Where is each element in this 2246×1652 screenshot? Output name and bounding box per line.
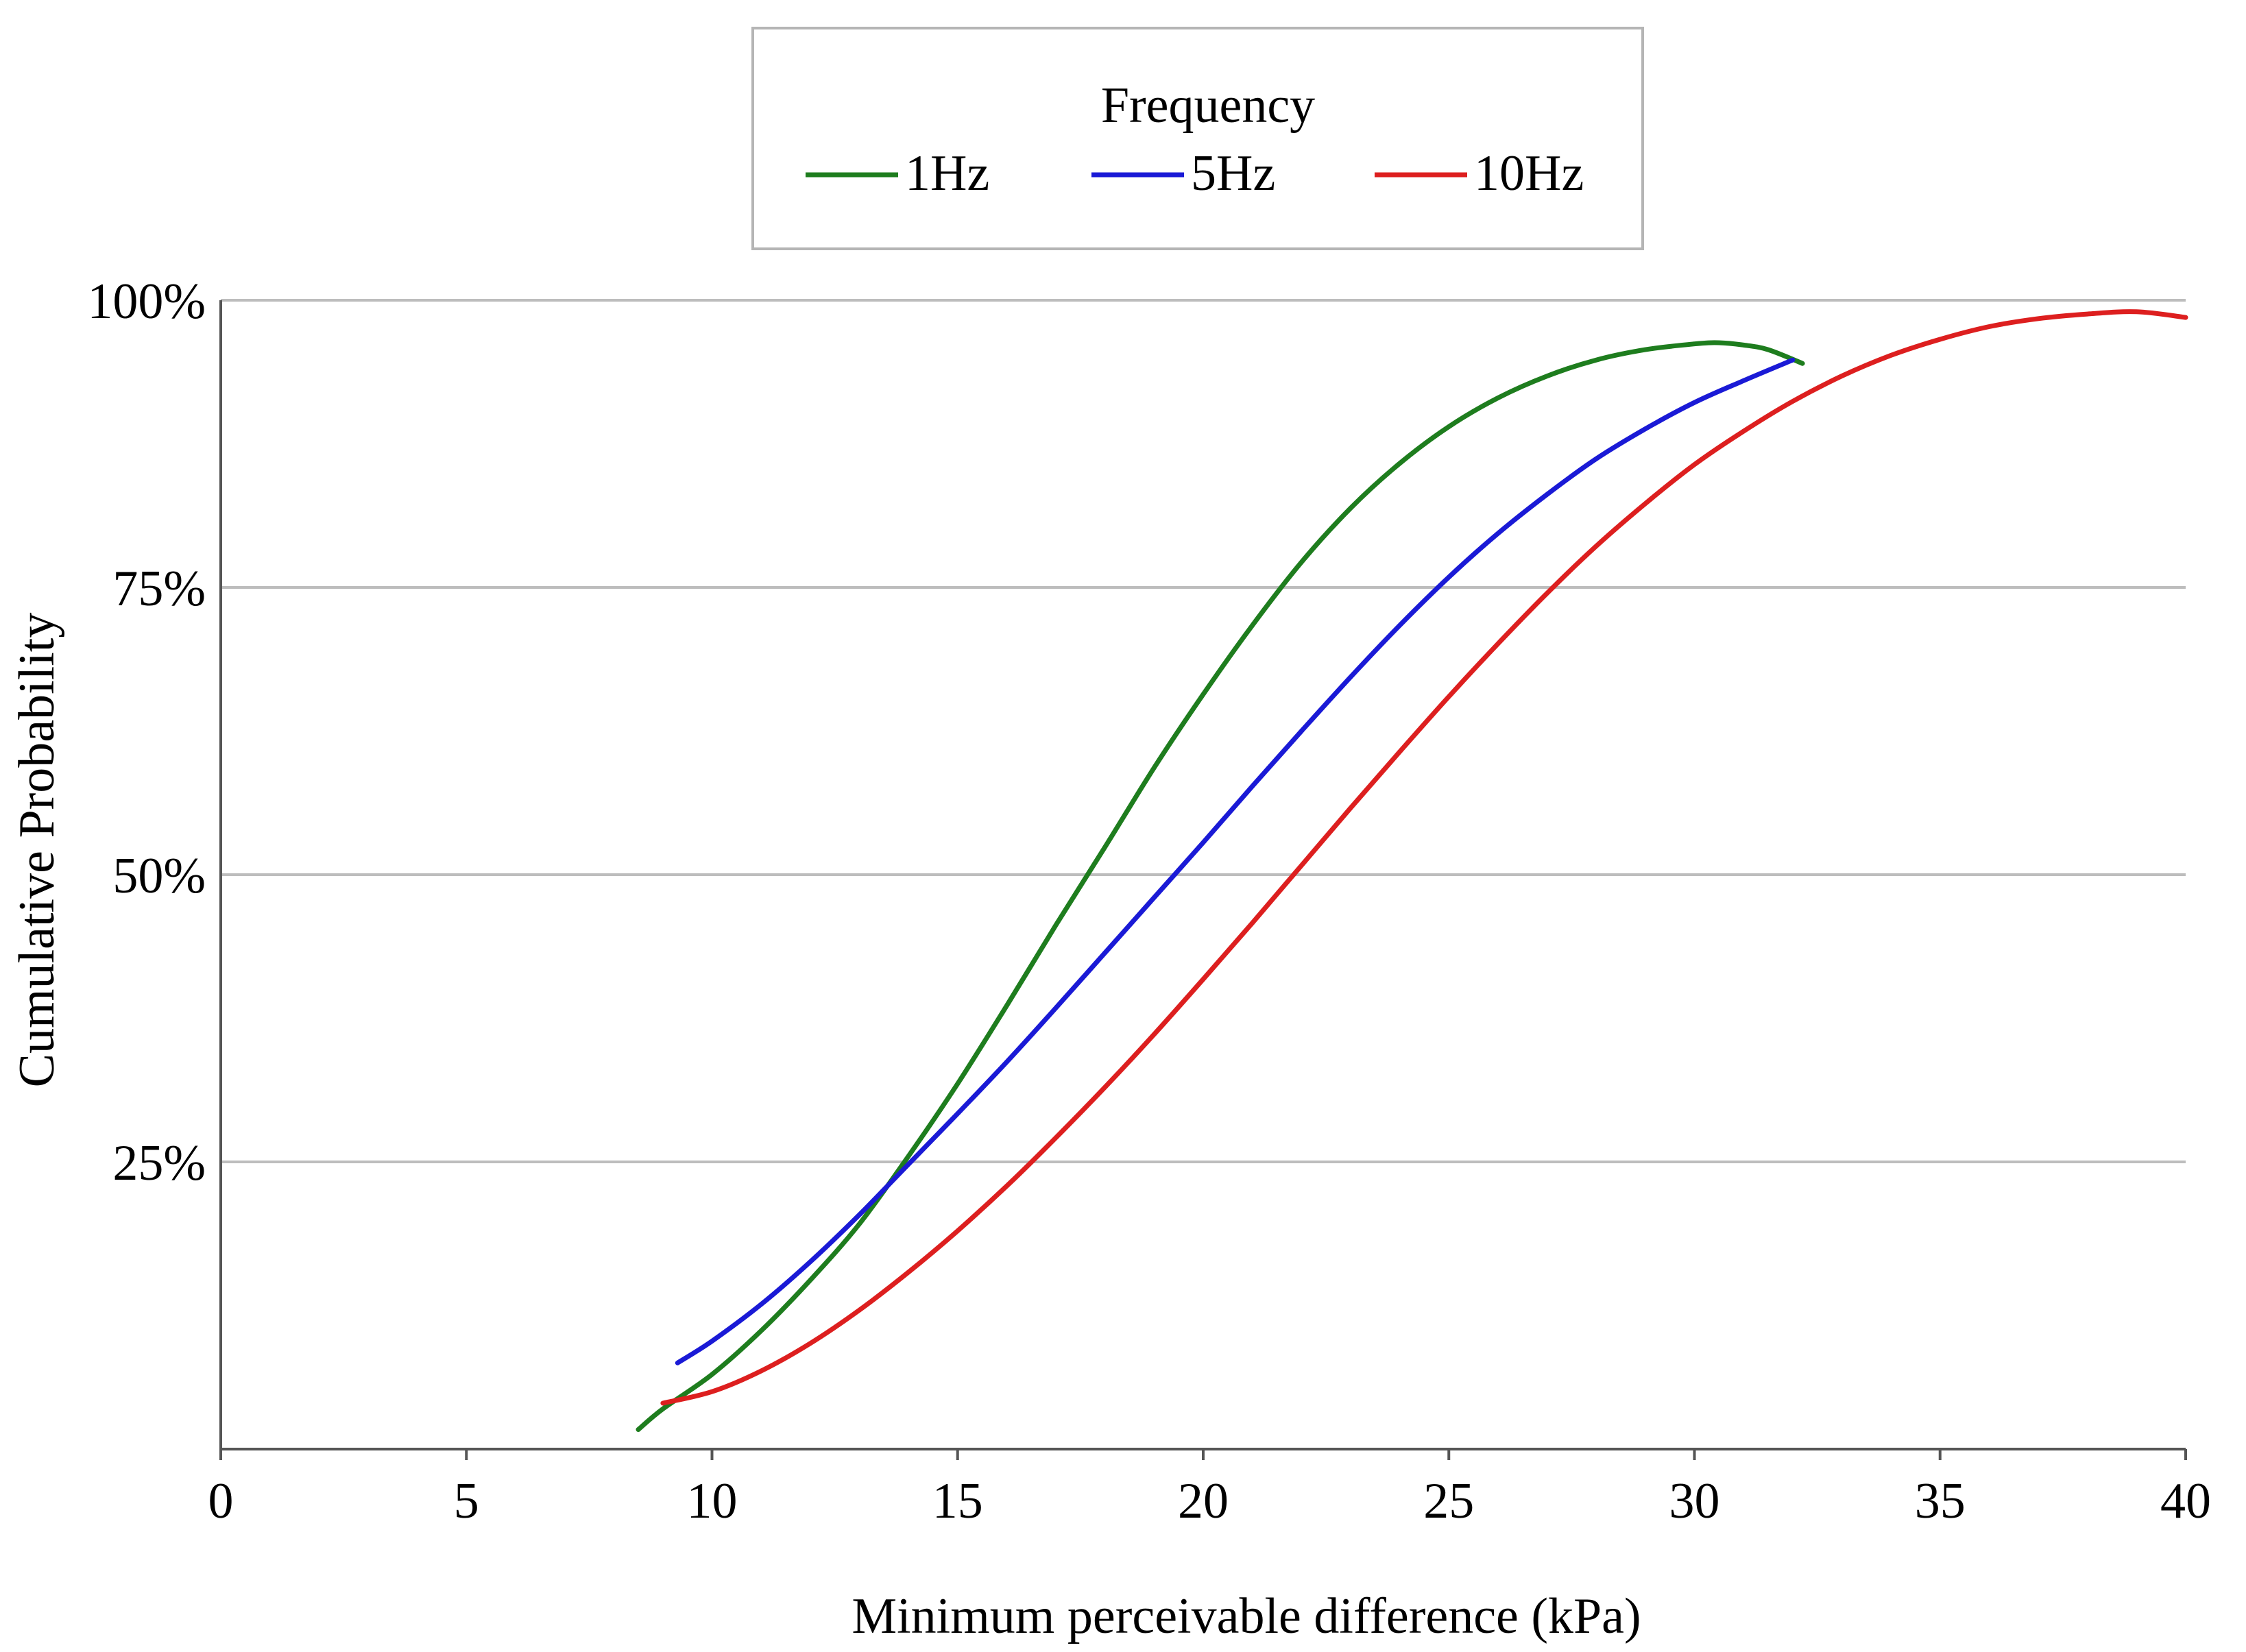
series-line-5hz — [675, 357, 1796, 1365]
x-tick-label: 0 — [208, 1473, 234, 1529]
series-line-1hz — [636, 340, 1805, 1432]
legend-label-5hz: 5Hz — [1191, 145, 1275, 202]
legend-label-1hz: 1Hz — [905, 145, 989, 202]
x-axis-label: Minimum perceivable difference (kPa) — [852, 1588, 1641, 1644]
axes: 25% 50% 75% 100% 0 5 10 15 20 25 30 35 40 — [87, 274, 2211, 1529]
gridlines — [221, 299, 2186, 1163]
legend-box — [751, 27, 1644, 250]
x-tick-label: 30 — [1669, 1473, 1720, 1529]
legend-title: Frequency — [1101, 77, 1315, 134]
x-tick-label: 10 — [687, 1473, 738, 1529]
legend-label-10hz: 10Hz — [1474, 145, 1584, 202]
y-axis-label: Cumulative Probability — [9, 613, 65, 1088]
legend: Frequency 1Hz 5Hz 10Hz — [751, 27, 1644, 250]
x-tick-label: 20 — [1178, 1473, 1229, 1529]
series-line-10hz — [660, 309, 2188, 1406]
y-tick-label: 75% — [112, 561, 206, 617]
x-tick-label: 40 — [2160, 1473, 2211, 1529]
x-tick-label: 15 — [932, 1473, 983, 1529]
x-tick-label: 35 — [1915, 1473, 1966, 1529]
legend-entries: 1Hz 5Hz 10Hz — [806, 145, 1584, 202]
x-tick-label: 5 — [454, 1473, 479, 1529]
y-tick-label: 25% — [112, 1135, 206, 1191]
series-lines — [636, 309, 2188, 1432]
y-tick-label: 100% — [87, 274, 206, 330]
x-tick-label: 25 — [1423, 1473, 1474, 1529]
y-tick-label: 50% — [112, 848, 206, 904]
